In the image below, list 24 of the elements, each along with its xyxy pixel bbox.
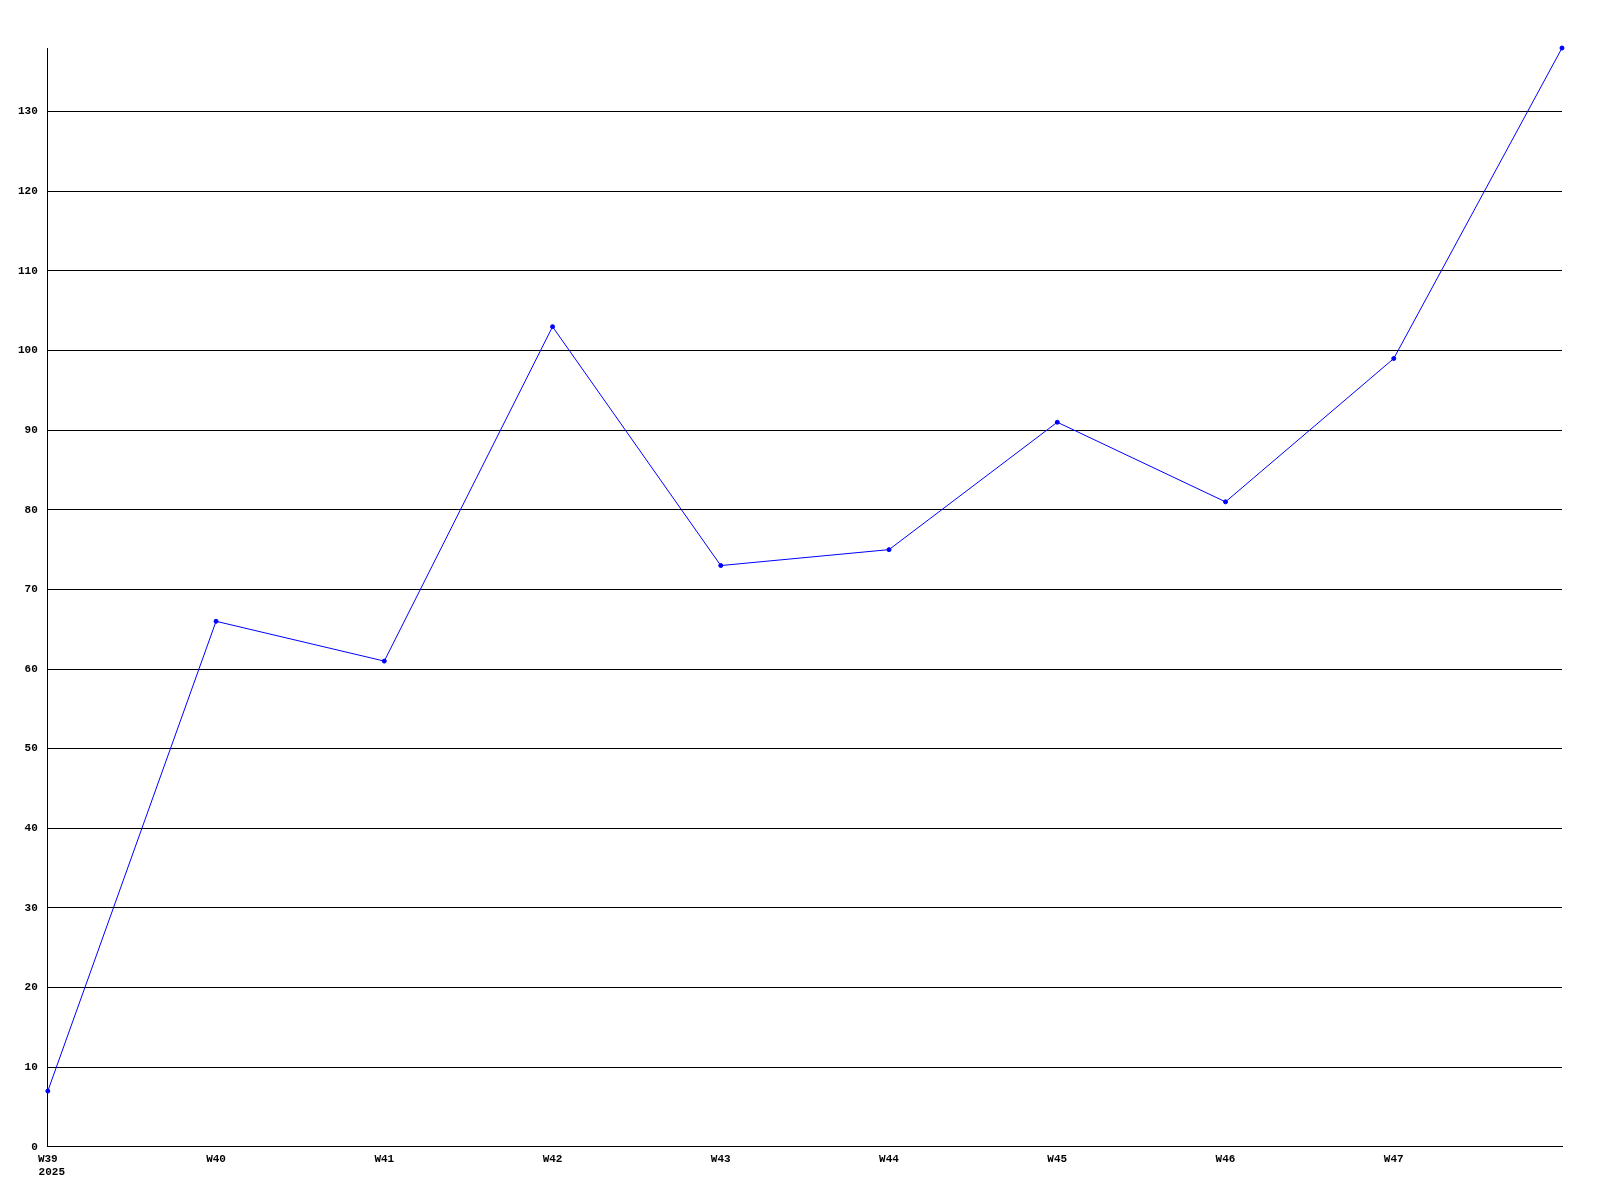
- y-tick-label: 0: [31, 1140, 38, 1153]
- y-tick-label: 10: [24, 1060, 38, 1073]
- y-tick-label: 20: [24, 981, 38, 994]
- y-tick-label: 30: [24, 901, 38, 914]
- y-tick-label: 100: [17, 344, 38, 357]
- y-tick-label: 50: [24, 742, 38, 755]
- text: 2025: [38, 1166, 66, 1179]
- y-tick-label: 60: [24, 662, 38, 675]
- y-tick-label: 80: [24, 503, 38, 516]
- x-tick-label: W44: [879, 1153, 900, 1166]
- x-tick-label: W42: [542, 1153, 563, 1166]
- x-tick-label: W46: [1215, 1153, 1236, 1166]
- y-tick-label: 40: [24, 822, 38, 835]
- x-tick-label: W43: [710, 1153, 732, 1166]
- x-tick-label: W39: [37, 1153, 58, 1166]
- x-tick-label: W41: [374, 1153, 395, 1166]
- y-tick-label: 130: [17, 105, 38, 118]
- y-tick-label: 90: [24, 423, 38, 436]
- y-tick-label: 110: [17, 264, 38, 277]
- x-tick-label: W40: [206, 1153, 226, 1166]
- y-tick-label: 70: [24, 583, 38, 596]
- y-tick-label: 120: [17, 185, 38, 198]
- x-tick-label: W47: [1383, 1153, 1404, 1166]
- x-tick-label: W45: [1047, 1153, 1068, 1166]
